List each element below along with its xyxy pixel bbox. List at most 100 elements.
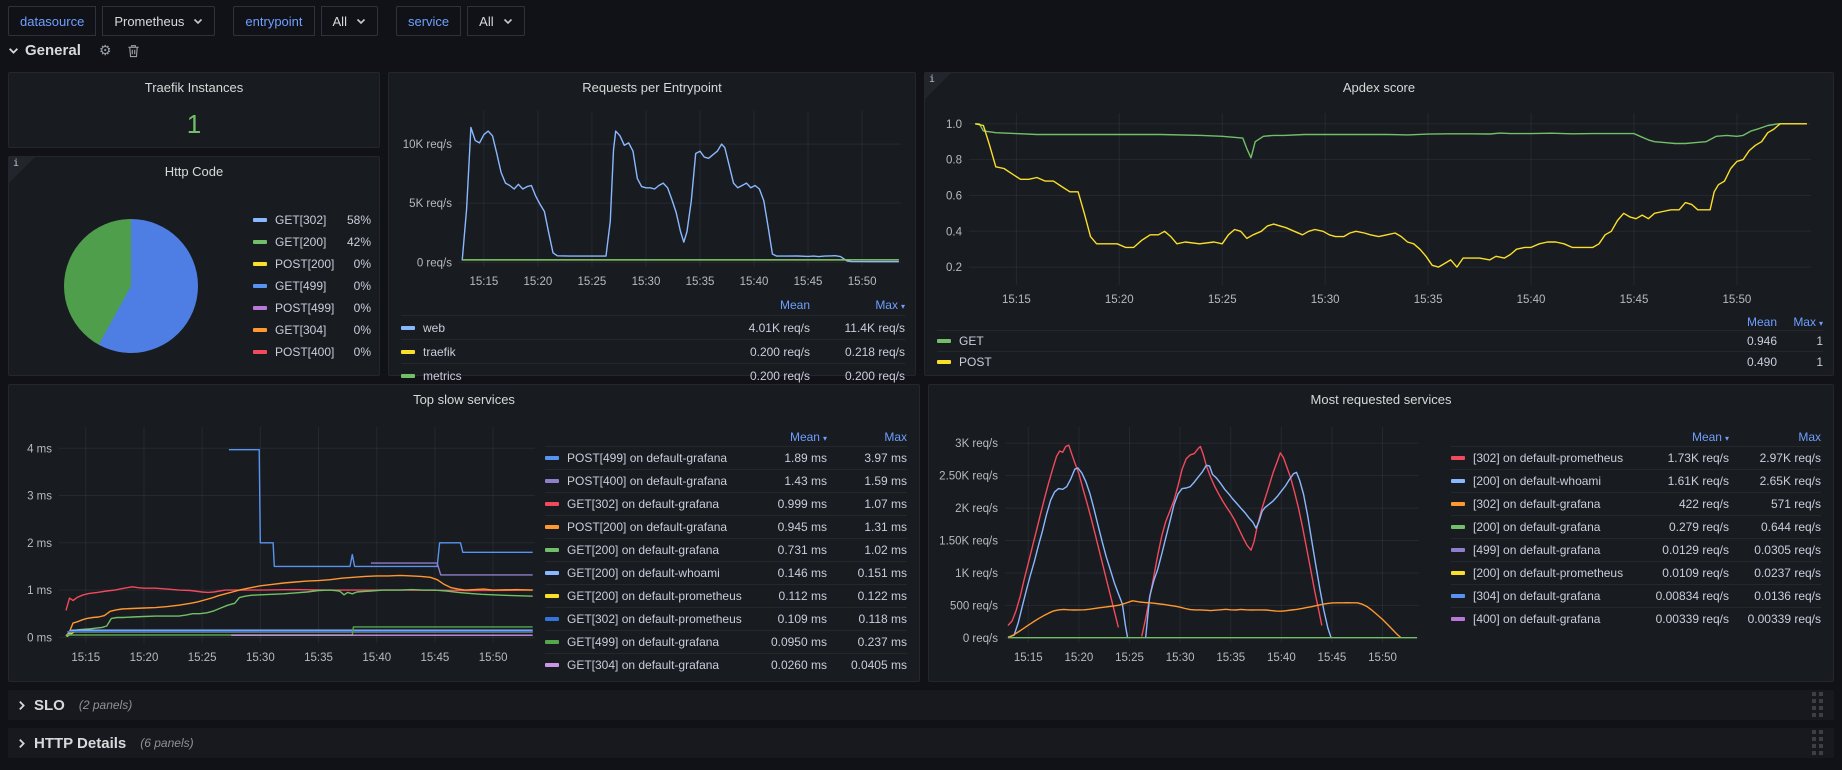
requests-legend: Mean Max ▾ web 4.01K req/s 11.4K req/s traefik… (401, 295, 905, 387)
series-label[interactable]: [304] on default-grafana (1473, 589, 1601, 603)
svg-text:15:45: 15:45 (794, 276, 823, 288)
series-color-swatch (545, 663, 559, 667)
legend-sort-max[interactable]: Max ▾ (875, 298, 905, 312)
panel-title-http-code[interactable]: Http Code (164, 164, 224, 179)
series-max-value: 0.0136 req/s (1754, 589, 1821, 603)
variable-service-label[interactable]: service (395, 6, 462, 36)
series-mean-value: 0.490 (1746, 355, 1777, 369)
series-label[interactable]: [200] on default-whoami (1473, 474, 1602, 488)
svg-text:15:35: 15:35 (1414, 294, 1443, 306)
panel-title-traefik-instances[interactable]: Traefik Instances (144, 80, 244, 95)
traefik-instances-value: 1 (186, 109, 202, 139)
series-label[interactable]: web (423, 320, 446, 335)
series-label[interactable]: GET[304] (275, 323, 327, 337)
series-label[interactable]: GET[302] on default-grafana (567, 497, 720, 511)
series-color-swatch (545, 640, 559, 644)
series-label[interactable]: POST[499] on default-grafana (567, 451, 728, 465)
series-label[interactable]: GET[499] (275, 279, 327, 293)
series-max-value: 0.151 ms (857, 566, 907, 580)
legend-sort-mean[interactable]: Mean (1746, 314, 1777, 329)
top-slow-services-chart[interactable]: 15:15 15:20 15:25 15:30 15:35 15:40 15:45 15:50… (13, 413, 541, 669)
variable-datasource-label[interactable]: datasource (8, 6, 97, 36)
series-label[interactable]: GET[200] on default-whoami (567, 566, 720, 580)
series-label[interactable]: [302] on default-prometheus (1473, 451, 1624, 465)
row-drag-handle[interactable] (1812, 730, 1824, 756)
svg-text:0 ms: 0 ms (27, 632, 52, 644)
legend-sort-mean[interactable]: Mean ▾ (1691, 429, 1729, 444)
series-label[interactable]: GET[200] on default-grafana (567, 543, 720, 557)
apdex-chart[interactable]: 15:15 15:20 15:25 15:30 15:35 15:40 15:45 15:50… (933, 101, 1823, 311)
most-requested-services-chart[interactable]: 15:15 15:20 15:25 15:30 15:35 15:40 15:45 15:50… (933, 413, 1425, 669)
legend-sort-mean[interactable]: Mean (779, 298, 810, 312)
series-mean-value: 0.999 ms (777, 497, 827, 511)
trash-icon[interactable] (127, 44, 140, 58)
series-mean-value: 1.73K req/s (1667, 451, 1729, 465)
legend-sort-max[interactable]: Max (1798, 429, 1821, 444)
variable-entrypoint-picker[interactable]: All (320, 6, 378, 36)
series-label[interactable]: POST[200] (275, 257, 335, 271)
legend-sort-max[interactable]: Max (884, 429, 907, 444)
row-drag-handle[interactable] (1812, 692, 1824, 718)
legend-item: [400] on default-grafana 0.00339 req/s 0.0… (1451, 607, 1821, 630)
panel-title-top-slow[interactable]: Top slow services (413, 392, 515, 407)
svg-text:3K req/s: 3K req/s (955, 438, 998, 450)
svg-text:15:30: 15:30 (246, 652, 275, 664)
series-color-swatch (253, 240, 267, 244)
series-label[interactable]: POST (959, 355, 992, 369)
series-label[interactable]: GET[200] on default-prometheus (567, 589, 742, 603)
series-label[interactable]: [400] on default-grafana (1473, 612, 1601, 626)
series-label[interactable]: POST[499] (275, 301, 335, 315)
svg-text:15:20: 15:20 (1065, 652, 1094, 664)
series-label[interactable]: POST[400] on default-grafana (567, 474, 728, 488)
panel-title-requests[interactable]: Requests per Entrypoint (582, 80, 722, 95)
series-label[interactable]: GET[304] on default-grafana (567, 658, 720, 672)
chevron-down-icon (194, 18, 203, 24)
svg-text:4 ms: 4 ms (27, 443, 52, 455)
row-general-title: General (25, 42, 81, 59)
series-label[interactable]: GET[200] (275, 235, 327, 249)
panel-title-apdex[interactable]: Apdex score (1342, 80, 1416, 95)
http-code-pie-chart[interactable] (64, 219, 198, 353)
series-label[interactable]: [200] on default-prometheus (1473, 566, 1624, 580)
series-label[interactable]: GET[302] on default-prometheus (567, 612, 742, 626)
svg-text:1K req/s: 1K req/s (955, 568, 998, 580)
requests-chart[interactable]: 15:15 15:20 15:25 15:30 15:35 15:40 15:45 15:50… (397, 101, 909, 293)
legend-header: Mean Max ▾ (937, 313, 1823, 330)
series-label[interactable]: POST[400] (275, 345, 335, 359)
variable-service: service All (395, 6, 525, 36)
series-label[interactable]: traefik (423, 344, 456, 359)
row-general-toggle[interactable]: General (8, 42, 81, 59)
series-label[interactable]: [499] on default-grafana (1473, 543, 1601, 557)
series-label[interactable]: GET[499] on default-grafana (567, 635, 720, 649)
variable-datasource-value: Prometheus (114, 13, 185, 29)
series-label[interactable]: metrics (423, 368, 462, 383)
series-label[interactable]: [302] on default-grafana (1473, 497, 1601, 511)
series-mean-value: 0.0950 ms (770, 635, 827, 649)
series-mean-value: 1.43 ms (784, 474, 827, 488)
row-header-general: General ⚙ (8, 42, 140, 59)
legend-item: POST[499] 0% (253, 297, 371, 319)
series-label[interactable]: GET[302] (275, 213, 327, 227)
series-percent: 58% (346, 213, 371, 227)
legend-sort-max[interactable]: Max ▾ (1793, 314, 1823, 329)
series-mean-value: 0.0129 req/s (1662, 543, 1729, 557)
panel-title-most-requested[interactable]: Most requested services (1310, 392, 1452, 407)
series-label[interactable]: [200] on default-grafana (1473, 520, 1601, 534)
chevron-right-icon (19, 738, 25, 748)
series-mean-value: 0.00339 req/s (1655, 612, 1729, 626)
series-color-swatch (937, 360, 951, 364)
panel-top-slow-services: Top slow services 15:15 15:20 15:25 15:30 15… (8, 384, 920, 682)
row-header-slo[interactable]: SLO (2 panels) (8, 690, 1834, 720)
variable-entrypoint-label[interactable]: entrypoint (233, 6, 315, 36)
svg-text:500 req/s: 500 req/s (950, 600, 998, 612)
row-header-http-details[interactable]: HTTP Details (6 panels) (8, 728, 1834, 758)
series-label[interactable]: GET (959, 334, 984, 348)
series-color-swatch (1451, 548, 1465, 552)
series-mean-value: 1.61K req/s (1667, 474, 1729, 488)
series-label[interactable]: POST[200] on default-grafana (567, 520, 728, 534)
legend-header: Mean Max ▾ (401, 295, 905, 315)
variable-datasource-picker[interactable]: Prometheus (102, 6, 216, 36)
gear-icon[interactable]: ⚙ (98, 42, 112, 59)
variable-service-picker[interactable]: All (467, 6, 525, 36)
legend-sort-mean[interactable]: Mean ▾ (789, 429, 827, 444)
